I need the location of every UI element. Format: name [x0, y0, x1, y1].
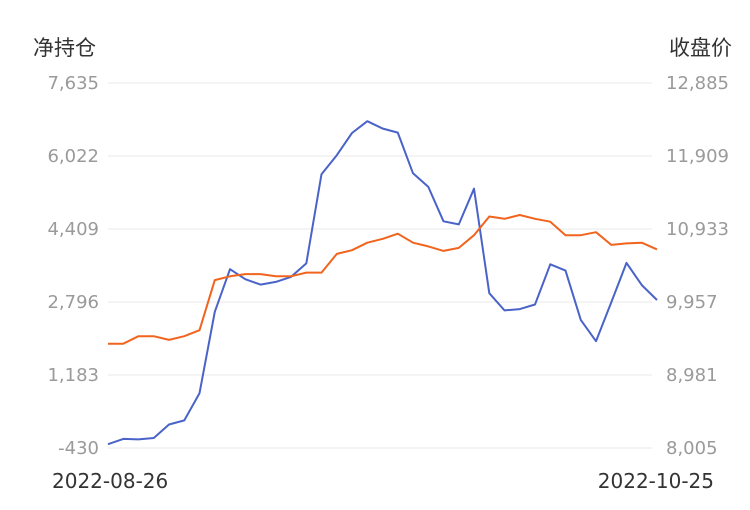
left-axis-tick-label: 7,635: [47, 73, 99, 94]
left-axis-tick-label: 1,183: [47, 365, 99, 386]
left-axis-tick-label: 6,022: [47, 146, 99, 167]
left-axis-tick-label: 2,796: [47, 292, 99, 313]
right-axis-tick-label: 8,981: [666, 365, 718, 386]
right-axis-tick-labels: 12,885 11,909 10,933 9,957 8,981 8,005: [666, 73, 729, 459]
x-axis-end-date: 2022-10-25: [598, 469, 714, 493]
right-axis-tick-label: 12,885: [666, 73, 729, 94]
left-axis-tick-label: 4,409: [47, 219, 99, 240]
right-axis-title: 收盘价: [669, 36, 732, 60]
close-price-line: [108, 214, 658, 345]
left-axis-title: 净持仓: [33, 36, 96, 60]
net-position-line: [107, 120, 658, 446]
right-axis-tick-label: 10,933: [666, 219, 729, 240]
right-axis-tick-label: 9,957: [666, 292, 718, 313]
x-axis-start-date: 2022-08-26: [52, 469, 168, 493]
left-axis-tick-labels: 7,635 6,022 4,409 2,796 1,183 -430: [47, 73, 99, 459]
grid-lines: [108, 82, 652, 449]
right-axis-tick-label: 11,909: [666, 146, 729, 167]
right-axis-tick-label: 8,005: [666, 438, 718, 459]
series-lines: [107, 120, 658, 446]
left-axis-tick-label: -430: [58, 438, 99, 459]
